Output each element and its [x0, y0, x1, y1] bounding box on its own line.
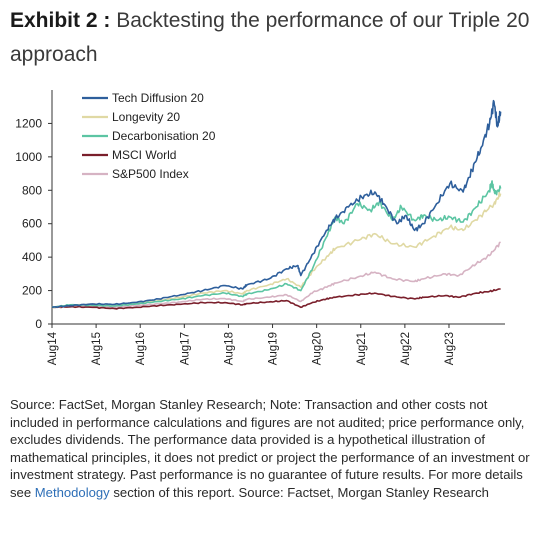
exhibit-title: Exhibit 2 : Backtesting the performance …: [10, 4, 530, 72]
x-tick-label-Aug18: Aug18: [223, 332, 235, 365]
x-tick-label-Aug22: Aug22: [400, 332, 412, 365]
x-tick-label-Aug17: Aug17: [179, 332, 191, 365]
x-tick-label-Aug15: Aug15: [91, 332, 103, 365]
y-tick-label-1000: 1000: [15, 150, 42, 164]
x-tick-label-Aug21: Aug21: [356, 332, 368, 365]
series-line-tech-diffusion-20: [51, 99, 502, 309]
y-tick-label-0: 0: [35, 317, 42, 331]
legend-label-longevity-20: Longevity 20: [112, 110, 180, 124]
series-line-s-p500-index: [51, 241, 501, 309]
legend-label-msci-world: MSCI World: [112, 148, 176, 162]
exhibit-title-text: Backtesting the performance of our Tripl…: [10, 9, 530, 66]
y-tick-label-1200: 1200: [15, 116, 42, 130]
y-tick-label-200: 200: [22, 284, 42, 298]
series-line-decarbonisation-20: [51, 180, 502, 309]
legend-label-s-p500-index: S&P500 Index: [112, 167, 189, 181]
x-tick-label-Aug19: Aug19: [268, 332, 280, 365]
line-chart: 0 200 400 600 800 1000 1200 Aug14 Aug15 Aug16 Aug1…: [15, 90, 505, 365]
legend-label-tech-diffusion-20: Tech Diffusion 20: [112, 91, 204, 105]
y-tick-label-400: 400: [22, 250, 42, 264]
exhibit-label: Exhibit 2 :: [10, 9, 111, 32]
x-tick-label-Aug23: Aug23: [444, 332, 456, 365]
y-tick-label-600: 600: [22, 217, 42, 231]
x-tick-label-Aug16: Aug16: [135, 332, 147, 365]
methodology-link[interactable]: Methodology: [34, 484, 110, 500]
source-note: Source: FactSet, Morgan Stanley Research…: [10, 396, 530, 502]
x-tick-label-Aug14: Aug14: [47, 331, 59, 365]
source-note-text-end: section of this report. Source: Factset,…: [109, 484, 489, 500]
series-line-msci-world: [51, 288, 501, 310]
legend-label-decarbonisation-20: Decarbonisation 20: [112, 129, 216, 143]
source-note-text: Source: FactSet, Morgan Stanley Research…: [10, 397, 530, 500]
y-tick-label-800: 800: [22, 183, 42, 197]
x-tick-label-Aug20: Aug20: [312, 332, 324, 365]
